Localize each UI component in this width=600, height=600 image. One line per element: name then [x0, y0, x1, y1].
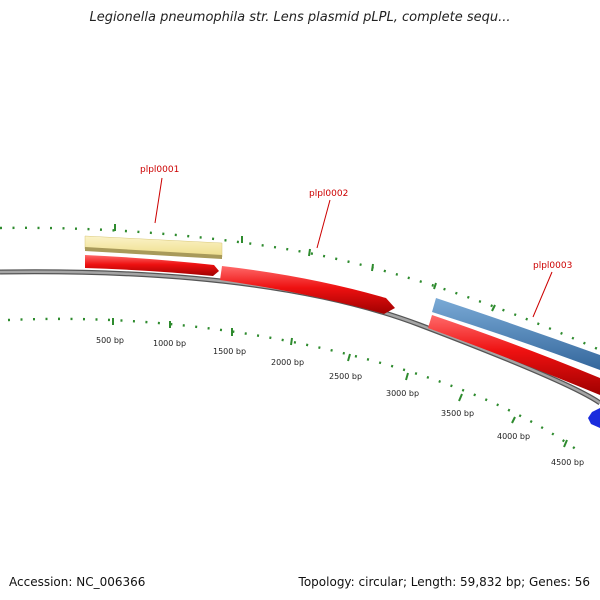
- accession-label: Accession: NC_006366: [9, 575, 146, 589]
- leader-plpl0002: [316, 199, 331, 249]
- feature-plpl0003-blue[interactable]: [432, 298, 600, 370]
- cds-plpl0001[interactable]: [85, 255, 219, 276]
- cds-plpl0002[interactable]: [220, 266, 395, 314]
- gene-label-plpl0003[interactable]: plpl0003: [533, 261, 572, 271]
- leader-plpl0001: [154, 177, 163, 224]
- gene-label-plpl0002[interactable]: plpl0002: [309, 189, 348, 199]
- gene-label-plpl0001[interactable]: plpl0001: [140, 165, 179, 175]
- tick-label: 4500 bp: [551, 458, 584, 467]
- cds-plpl0003[interactable]: [428, 315, 600, 395]
- small-blue-feature[interactable]: [588, 408, 600, 428]
- tick-label: 3500 bp: [441, 409, 474, 418]
- inner-major-ticks: [112, 318, 568, 448]
- tick-label: 4000 bp: [497, 432, 530, 441]
- tick-label: 2500 bp: [329, 372, 362, 381]
- map-title: Legionella pneumophila str. Lens plasmid…: [89, 10, 511, 25]
- tick-label: 1500 bp: [213, 347, 246, 356]
- tick-label: 500 bp: [96, 336, 124, 345]
- topology-summary: Topology: circular; Length: 59,832 bp; G…: [298, 575, 590, 589]
- leader-plpl0003: [532, 271, 553, 318]
- tick-label: 3000 bp: [386, 389, 419, 398]
- tick-label: 1000 bp: [153, 339, 186, 348]
- tick-label: 2000 bp: [271, 358, 304, 367]
- outer-major-ticks: [114, 224, 496, 312]
